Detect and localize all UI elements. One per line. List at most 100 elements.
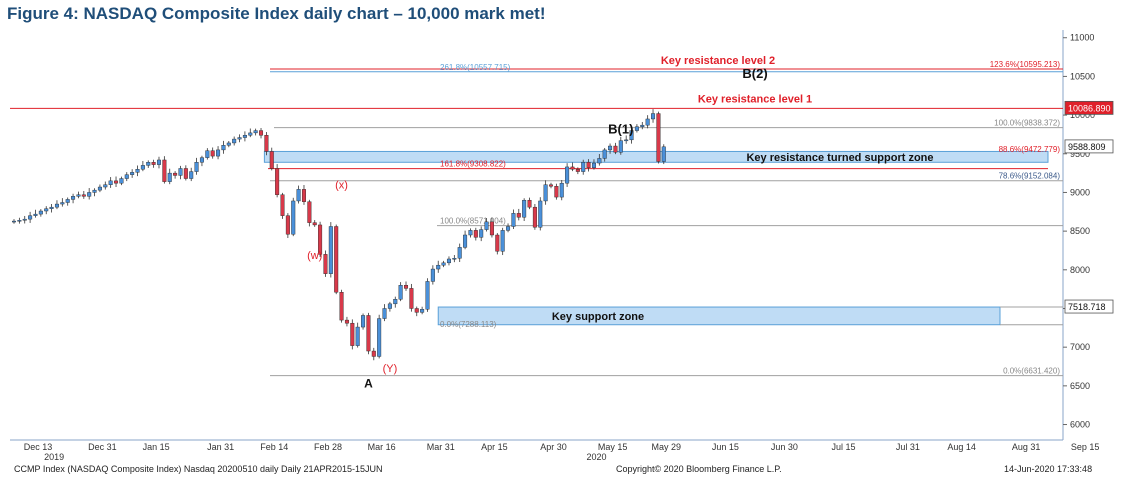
- candle-body: [350, 322, 355, 346]
- price-tag: [1064, 139, 1114, 154]
- candle-body: [162, 159, 167, 182]
- y-tick-label: 7000: [1070, 342, 1090, 352]
- candle-body: [54, 203, 59, 208]
- x-tick-label: Jan 15: [143, 442, 170, 452]
- candle-body: [60, 202, 65, 205]
- candle-body: [135, 169, 140, 173]
- candle-body: [398, 285, 403, 300]
- price-tag: [1064, 100, 1114, 115]
- x-tick-label: Jan 31: [207, 442, 234, 452]
- candle-body: [173, 172, 178, 176]
- wave-label: A: [364, 376, 373, 390]
- candle-body: [425, 281, 430, 310]
- y-tick-label: 10500: [1070, 71, 1095, 81]
- zone-label: Key resistance turned support zone: [746, 152, 933, 164]
- candle-body: [420, 309, 425, 313]
- x-tick-label: Jul 15: [831, 442, 855, 452]
- fib-label: 100.0%(9838.372): [994, 119, 1060, 128]
- y-tick-label: 11000: [1070, 33, 1094, 43]
- candle-body: [640, 124, 645, 127]
- price-tag: [1064, 299, 1114, 314]
- candle-body: [538, 200, 543, 228]
- x-tick-label: May 15: [598, 442, 628, 452]
- candle-body: [382, 308, 387, 319]
- candle-body: [463, 234, 468, 248]
- x-tick-label: Sep 15: [1071, 442, 1100, 452]
- candle-body: [210, 150, 215, 157]
- candle-body: [377, 318, 382, 357]
- candle-body: [71, 196, 76, 200]
- key-support-zone: [437, 306, 1001, 326]
- fib-label: 161.8%(9308.822): [440, 160, 506, 169]
- candle-body: [156, 159, 161, 165]
- candle-body: [457, 247, 462, 259]
- candle-body: [280, 194, 285, 216]
- footer-timestamp: 14-Jun-2020 17:33:48: [1004, 464, 1093, 474]
- candle-body: [269, 151, 274, 169]
- candle-body: [361, 315, 366, 328]
- x-tick-label: Apr 30: [540, 442, 567, 452]
- candle-body: [92, 189, 97, 193]
- candle-body: [81, 194, 86, 197]
- price-tag-label: 10086.890: [1068, 103, 1111, 113]
- candle-body: [452, 258, 457, 260]
- candle-body: [33, 213, 38, 216]
- candle-body: [253, 130, 258, 134]
- candle-body: [275, 168, 280, 195]
- zone-label: Key support zone: [552, 311, 644, 323]
- x-tick-label: Aug 14: [947, 442, 976, 452]
- wave-label: (w): [307, 250, 322, 262]
- candle-body: [140, 165, 145, 170]
- candle-body: [634, 126, 639, 131]
- candle-body: [543, 184, 548, 202]
- x-tick-label: Mar 16: [368, 442, 396, 452]
- wave-label: (x): [335, 180, 348, 192]
- candle-body: [608, 145, 613, 151]
- wave-label: B(1): [608, 122, 633, 137]
- candle-body: [11, 220, 16, 223]
- x-tick-label: Jun 30: [771, 442, 798, 452]
- y-tick-label: 10000: [1070, 110, 1095, 120]
- candle-body: [409, 288, 414, 309]
- candle-body: [130, 172, 135, 175]
- candle-body: [339, 292, 344, 321]
- candle-body: [586, 162, 591, 168]
- candle-body: [108, 180, 113, 185]
- candle-body: [554, 186, 559, 198]
- price-tag-label: 7518.718: [1068, 302, 1106, 312]
- candle-body: [178, 168, 183, 176]
- candle-body: [355, 326, 360, 346]
- fib-label: 100.0%(8571.004): [440, 217, 506, 226]
- candle-body: [226, 142, 231, 146]
- candle-body: [318, 224, 323, 255]
- candle-body: [661, 146, 666, 162]
- fib-label: 0.0%(7288.113): [440, 320, 497, 329]
- chart-title: Figure 4: NASDAQ Composite Index daily c…: [7, 4, 546, 23]
- candle-body: [516, 213, 521, 218]
- candle-body: [237, 137, 242, 140]
- candle-body: [489, 221, 494, 236]
- x-tick-label: Aug 31: [1012, 442, 1041, 452]
- candle-body: [264, 135, 269, 152]
- candle-body: [527, 199, 532, 208]
- fib-label: 261.8%(10557.715): [440, 63, 511, 72]
- x-tick-label: Jul 31: [896, 442, 920, 452]
- candle-body: [602, 149, 607, 159]
- candle-body: [597, 158, 602, 164]
- candle-body: [119, 178, 124, 184]
- candle-body: [124, 174, 129, 179]
- resistance-level-2-label: Key resistance level 2: [661, 55, 775, 67]
- candle-body: [629, 130, 634, 141]
- x-year-label: 2020: [586, 452, 606, 462]
- candle-body: [334, 226, 339, 293]
- candle-body: [511, 213, 516, 227]
- candle-body: [430, 268, 435, 282]
- candle-body: [559, 182, 564, 198]
- candle-body: [97, 186, 102, 191]
- candle-body: [307, 201, 312, 223]
- candle-body: [656, 113, 661, 162]
- candle-body: [189, 171, 194, 179]
- x-tick-label: Dec 13: [24, 442, 53, 452]
- candle-body: [581, 162, 586, 172]
